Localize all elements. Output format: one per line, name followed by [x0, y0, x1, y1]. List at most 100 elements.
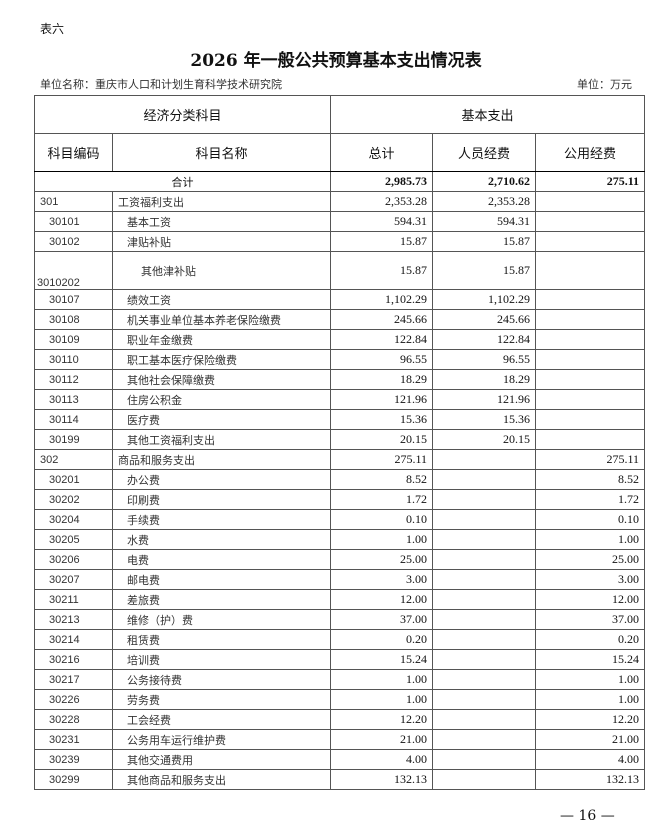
row-code: 30211	[34, 589, 113, 610]
row-personnel	[432, 729, 537, 750]
total-row: 合计 2,985.73 2,710.62 275.11	[33, 171, 646, 192]
row-public	[535, 409, 646, 430]
header-name: 科目名称	[111, 133, 332, 172]
row-public: 1.72	[535, 489, 646, 510]
row-code: 30109	[34, 329, 113, 350]
row-total: 21.00	[330, 729, 434, 750]
row-total: 96.55	[330, 349, 434, 370]
row-personnel	[432, 549, 537, 570]
row-code: 302	[34, 449, 113, 470]
row-personnel: 15.87	[432, 251, 537, 290]
row-total: 245.66	[330, 309, 434, 330]
row-name: 机关事业单位基本养老保险缴费	[111, 309, 332, 330]
row-total: 2,353.28	[330, 191, 434, 212]
table-row: 30226 劳务费 1.00 1.00	[34, 689, 646, 710]
row-public: 1.00	[535, 669, 646, 690]
row-personnel	[432, 749, 537, 770]
row-total: 275.11	[330, 449, 434, 470]
row-code: 30205	[34, 529, 113, 550]
row-public: 21.00	[535, 729, 646, 750]
row-public	[535, 349, 646, 370]
row-code: 30239	[34, 749, 113, 770]
row-total: 25.00	[330, 549, 434, 570]
row-code: 30112	[34, 369, 113, 390]
row-code: 30201	[34, 469, 113, 490]
table-row: 30216 培训费 15.24 15.24	[34, 649, 646, 670]
row-code: 30107	[34, 289, 113, 310]
row-public	[535, 369, 646, 390]
table-row: 30217 公务接待费 1.00 1.00	[34, 669, 646, 690]
row-personnel	[432, 569, 537, 590]
table-row: 30101 基本工资 594.31 594.31	[34, 211, 646, 232]
row-personnel	[432, 509, 537, 530]
table-row: 30109 职业年金缴费 122.84 122.84	[34, 329, 646, 350]
row-total: 15.24	[330, 649, 434, 670]
unit-name: 单位名称：重庆市人口和计划生育科学技术研究院	[40, 78, 282, 91]
total-personnel: 2,710.62	[432, 171, 537, 192]
row-personnel: 594.31	[432, 211, 537, 232]
row-code: 30101	[34, 211, 113, 232]
row-code: 30199	[34, 429, 113, 450]
header-public: 公用经费	[535, 133, 646, 172]
row-code: 30216	[34, 649, 113, 670]
row-public: 275.11	[535, 449, 646, 470]
row-personnel	[432, 469, 537, 490]
row-code: 30214	[34, 629, 113, 650]
row-personnel	[432, 669, 537, 690]
row-total: 20.15	[330, 429, 434, 450]
row-personnel	[432, 689, 537, 710]
row-personnel: 121.96	[432, 389, 537, 410]
row-total: 8.52	[330, 469, 434, 490]
table-row: 30108 机关事业单位基本养老保险缴费 245.66 245.66	[34, 309, 646, 330]
row-public	[535, 191, 646, 212]
row-public	[535, 329, 646, 350]
row-code: 30226	[34, 689, 113, 710]
table-row: 302 商品和服务支出 275.11 275.11	[34, 449, 646, 470]
row-code: 30102	[34, 231, 113, 252]
row-public: 3.00	[535, 569, 646, 590]
table-row: 30239 其他交通费用 4.00 4.00	[34, 749, 646, 770]
row-public	[535, 231, 646, 252]
row-total: 594.31	[330, 211, 434, 232]
row-public: 12.00	[535, 589, 646, 610]
table-row: 30110 职工基本医疗保险缴费 96.55 96.55	[34, 349, 646, 370]
row-code: 30299	[34, 769, 113, 790]
row-code: 30113	[34, 389, 113, 410]
row-personnel	[432, 589, 537, 610]
row-personnel	[432, 489, 537, 510]
row-public: 8.52	[535, 469, 646, 490]
header-personnel: 人员经费	[432, 133, 537, 172]
page-title: 2026 年一般公共预算基本支出情况表	[190, 51, 482, 71]
row-public: 0.10	[535, 509, 646, 530]
row-total: 0.10	[330, 509, 434, 530]
row-personnel	[432, 769, 537, 790]
table-row: 30114 医疗费 15.36 15.36	[34, 409, 646, 430]
row-total: 1.72	[330, 489, 434, 510]
row-code: 30207	[34, 569, 113, 590]
row-total: 12.00	[330, 589, 434, 610]
row-code: 301	[34, 191, 113, 212]
row-name: 商品和服务支出	[111, 449, 332, 470]
table-row: 30211 差旅费 12.00 12.00	[34, 589, 646, 610]
row-total: 37.00	[330, 609, 434, 630]
table-row: 30204 手续费 0.10 0.10	[34, 509, 646, 530]
row-name: 基本工资	[111, 211, 332, 232]
table-row: 30228 工会经费 12.20 12.20	[34, 709, 646, 730]
row-total: 4.00	[330, 749, 434, 770]
row-total: 15.87	[330, 251, 434, 290]
row-personnel: 18.29	[432, 369, 537, 390]
row-personnel: 245.66	[432, 309, 537, 330]
row-name: 其他交通费用	[111, 749, 332, 770]
header-basic-expenditure: 基本支出	[330, 95, 646, 134]
row-public: 15.24	[535, 649, 646, 670]
table-row: 30213 维修（护）费 37.00 37.00	[34, 609, 646, 630]
table-row: 30112 其他社会保障缴费 18.29 18.29	[34, 369, 646, 390]
row-personnel	[432, 449, 537, 470]
row-public: 4.00	[535, 749, 646, 770]
table-row: 30199 其他工资福利支出 20.15 20.15	[34, 429, 646, 450]
row-personnel	[432, 529, 537, 550]
row-public	[535, 429, 646, 450]
row-code: 30231	[34, 729, 113, 750]
row-total: 15.87	[330, 231, 434, 252]
row-name: 工资福利支出	[111, 191, 332, 212]
